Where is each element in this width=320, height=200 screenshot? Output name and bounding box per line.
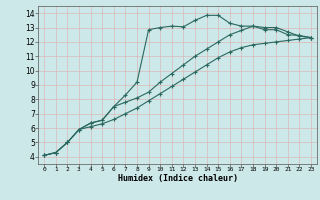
X-axis label: Humidex (Indice chaleur): Humidex (Indice chaleur)	[118, 174, 238, 183]
